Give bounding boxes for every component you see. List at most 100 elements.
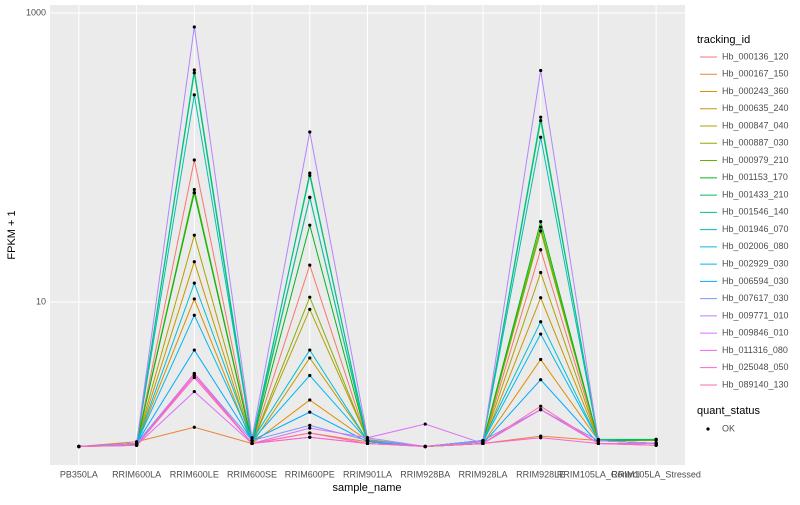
- data-point: [308, 398, 312, 402]
- legend-label: Hb_000167_150: [722, 69, 789, 79]
- legend-label: Hb_002006_080: [722, 241, 789, 251]
- data-point: [539, 229, 543, 233]
- data-point: [192, 93, 196, 97]
- data-point: [654, 437, 658, 442]
- data-point: [539, 332, 543, 336]
- data-point: [539, 135, 543, 139]
- data-point: [539, 404, 543, 408]
- data-point: [539, 357, 543, 362]
- data-point: [250, 436, 254, 440]
- x-tick-label: RRIM901LA: [343, 469, 392, 479]
- data-point: [308, 426, 312, 430]
- legend-label: OK: [722, 423, 735, 433]
- data-point: [77, 444, 81, 449]
- x-tick-label: RRIM600LE: [170, 469, 219, 479]
- data-point: [308, 195, 312, 199]
- data-point: [192, 158, 196, 162]
- data-point: [192, 348, 196, 352]
- data-point: [192, 281, 196, 285]
- legend-label: Hb_006594_030: [722, 276, 789, 286]
- legend-label: Hb_000243_360: [722, 86, 789, 96]
- y-tick-label: 10: [36, 296, 46, 306]
- data-point: [192, 191, 196, 195]
- legend-label: Hb_001546_140: [722, 207, 789, 217]
- data-point: [308, 171, 312, 175]
- data-point: [192, 371, 196, 376]
- data-point: [539, 115, 543, 119]
- x-tick-label: RRIM600SE: [227, 469, 277, 479]
- data-point: [596, 441, 601, 446]
- data-point: [308, 263, 312, 267]
- data-point: [192, 389, 196, 394]
- legend-label: Hb_001946_070: [722, 224, 789, 234]
- data-point: [192, 25, 196, 29]
- legend-label: Hb_000635_240: [722, 103, 789, 113]
- data-point: [308, 373, 312, 378]
- legend-label: Hb_009846_010: [722, 328, 789, 338]
- data-point: [308, 173, 312, 178]
- data-point: [192, 375, 196, 380]
- data-point: [192, 187, 196, 192]
- legend-label: Hb_001433_210: [722, 189, 789, 199]
- x-tick-label: RRIM928LA: [458, 469, 507, 479]
- data-point: [539, 270, 543, 275]
- x-tick-label: RRIM105LA_Stressed: [611, 469, 701, 479]
- legend-label: Hb_001153_170: [722, 172, 788, 182]
- x-tick-label: RRIM105LA_Control: [557, 469, 640, 479]
- x-tick-label: RRIM928BA: [400, 469, 450, 479]
- data-point: [308, 431, 312, 435]
- x-axis-title: sample_name: [332, 482, 401, 494]
- data-point: [308, 307, 312, 311]
- data-point: [539, 408, 543, 412]
- data-point: [308, 410, 312, 414]
- data-point: [192, 425, 196, 429]
- data-point: [423, 444, 427, 449]
- data-point: [192, 68, 196, 72]
- legend-label: Hb_000847_040: [722, 120, 789, 130]
- data-point: [481, 441, 485, 446]
- legend-title: tracking_id: [697, 34, 750, 46]
- data-point: [539, 248, 543, 252]
- legend-label: Hb_002929_030: [722, 258, 789, 268]
- data-point: [654, 443, 658, 447]
- data-point: [308, 295, 312, 299]
- data-point: [250, 441, 254, 446]
- data-point: [308, 348, 312, 352]
- data-point: [308, 223, 312, 227]
- data-point: [539, 225, 543, 229]
- legend-label: Hb_011316_080: [722, 345, 788, 355]
- y-tick-label: 1000: [26, 7, 46, 17]
- data-point: [539, 378, 543, 382]
- legend-title: quant_status: [697, 405, 760, 417]
- legend-label: Hb_089140_130: [722, 379, 789, 389]
- legend-key: [706, 427, 710, 431]
- data-point: [134, 443, 139, 447]
- legend-label: Hb_000979_210: [722, 155, 789, 165]
- data-point: [192, 297, 196, 301]
- data-point: [192, 71, 196, 75]
- x-tick-label: RRIM600LA: [112, 469, 161, 479]
- y-axis-title: FPKM + 1: [6, 210, 18, 259]
- data-point: [365, 436, 370, 440]
- data-point: [365, 441, 370, 446]
- data-point: [596, 438, 601, 443]
- legend-label: Hb_000887_030: [722, 138, 789, 148]
- x-tick-label: RRIM928LE: [516, 469, 565, 479]
- legend-label: Hb_025048_050: [722, 362, 789, 372]
- data-point: [539, 68, 543, 73]
- x-tick-label: PB350LA: [60, 469, 98, 479]
- data-point: [365, 438, 370, 443]
- data-point: [539, 219, 543, 224]
- data-point: [192, 260, 196, 264]
- data-point: [539, 118, 543, 123]
- data-point: [250, 438, 254, 443]
- x-tick-label: RRIM600PE: [285, 469, 335, 479]
- legend-label: Hb_000136_120: [722, 51, 789, 61]
- data-point: [539, 320, 543, 324]
- data-point: [192, 313, 196, 317]
- data-point: [423, 422, 427, 426]
- legend-label: Hb_007617_030: [722, 293, 789, 303]
- data-point: [192, 233, 196, 237]
- data-point: [308, 423, 312, 428]
